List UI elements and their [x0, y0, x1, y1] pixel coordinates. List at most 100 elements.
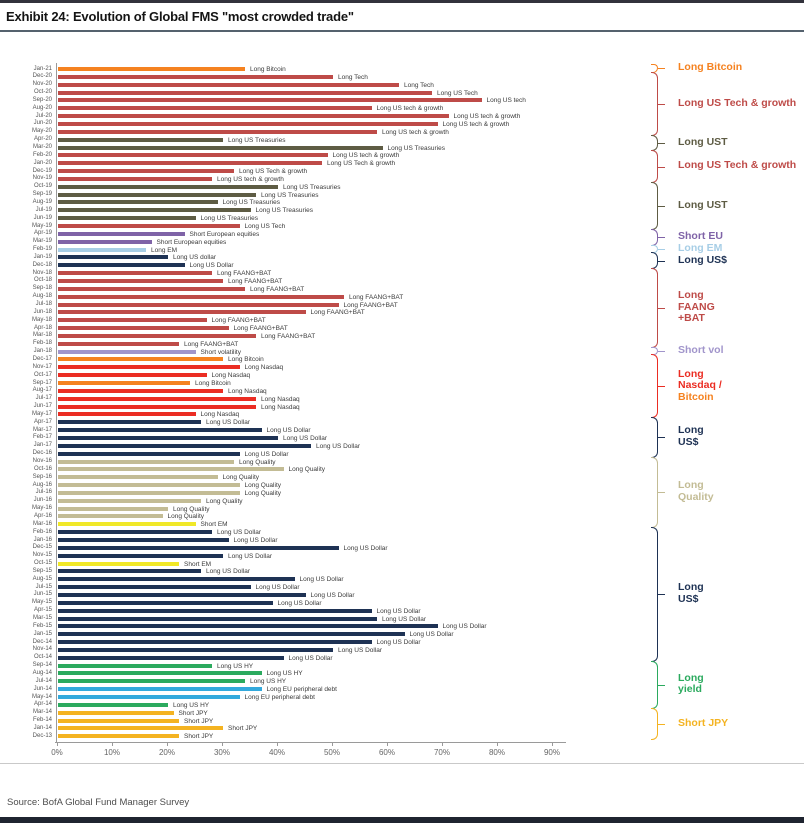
bracket-top-hook	[651, 707, 658, 724]
legend-bracket	[651, 71, 665, 136]
bar-value-label: Long Nasdaq	[244, 364, 284, 372]
y-axis-date-label: Jun-20	[33, 120, 52, 127]
y-axis-date-label: Apr-18	[33, 324, 52, 331]
legend-label-line: Short EU	[678, 229, 723, 242]
x-axis-tick-label: 80%	[488, 748, 505, 758]
x-axis-tick	[332, 743, 333, 747]
bar-mar-18	[58, 333, 256, 338]
bracket-mid-tick	[658, 142, 665, 144]
bracket-top-hook	[651, 134, 658, 143]
bar-value-label: Long FAANG+BAT	[310, 309, 365, 317]
legend-label-line: Long EM	[678, 241, 723, 254]
bar-may-16	[58, 506, 168, 511]
x-axis-tick-label: 10%	[103, 748, 120, 758]
bar-jul-15	[58, 585, 251, 590]
legend-bracket	[651, 134, 665, 152]
bar-value-label: Long Nasdaq	[211, 372, 251, 380]
y-axis-date-label: Dec-14	[32, 638, 52, 645]
bar-value-label: Long US Treasuries	[200, 215, 258, 223]
legend-label-line: Long	[678, 581, 704, 594]
bar-value-label: Long Bitcoin	[228, 356, 264, 364]
bracket-bottom-hook	[651, 437, 658, 458]
y-axis-date-label: Jul-17	[35, 395, 52, 402]
bar-may-19	[58, 224, 240, 228]
y-axis-date-label: Jul-16	[35, 489, 52, 496]
bar-oct-16	[58, 467, 284, 472]
bar-value-label: Long US Tech & growth	[239, 168, 308, 176]
bar-jan-18	[58, 349, 196, 354]
bar-aug-20	[58, 106, 372, 111]
bracket-top-hook	[651, 527, 658, 595]
bar-dec-18	[58, 263, 185, 268]
y-axis-date-label: Mar-20	[32, 144, 52, 150]
legend-label: Long Nasdaq / Bitcoin	[678, 367, 722, 404]
bar-nov-19	[58, 176, 212, 181]
y-axis-date-label: Jun-17	[33, 403, 52, 410]
y-axis-date-label: Nov-15	[32, 552, 52, 559]
bar-jun-16	[58, 498, 201, 503]
legend-label-line: Long	[678, 367, 704, 380]
bracket-mid-tick	[658, 351, 665, 353]
legend-label-line: US$	[678, 592, 699, 605]
legend-label-line: Short vol	[678, 343, 724, 356]
bar-value-label: Long US Dollar	[382, 615, 427, 623]
y-axis-date-label: Mar-19	[32, 238, 52, 245]
bar-value-label: Long US Dollar	[288, 654, 333, 662]
y-axis-date-label: Nov-20	[32, 81, 52, 88]
bracket-top-hook	[651, 417, 658, 438]
y-axis-date-label: Oct-17	[33, 371, 52, 378]
legend-label-line: Short JPY	[678, 716, 729, 729]
bar-apr-16	[58, 514, 163, 519]
y-axis-date-label: Jun-18	[33, 308, 52, 315]
legend-label: Short vol	[678, 343, 724, 357]
y-axis-date-label: Oct-19	[33, 183, 52, 190]
y-axis-date-label: Sep-16	[32, 473, 52, 480]
bar-oct-17	[58, 373, 207, 378]
bar-value-label: Long US Tech	[437, 89, 478, 97]
bar-value-label: Long US HY	[217, 662, 254, 670]
y-axis-date-label: Jun-19	[33, 214, 52, 221]
x-axis-tick-label: 30%	[213, 748, 230, 758]
bar-value-label: Long US Treasuries	[261, 191, 319, 199]
y-axis-date-label: Feb-17	[32, 434, 52, 441]
bar-may-15	[58, 600, 273, 605]
bar-value-label: Long Quality	[206, 497, 243, 505]
bar-value-label: Long FAANG+BAT	[228, 277, 283, 285]
title-divider	[0, 30, 804, 32]
bar-aug-14	[58, 671, 262, 676]
bar-feb-14	[58, 718, 179, 723]
bar-value-label: Long US tech	[486, 97, 526, 105]
bar-oct-20	[58, 90, 432, 95]
x-axis-tick	[277, 743, 278, 747]
bracket-mid-tick	[658, 205, 665, 207]
bar-jan-16	[58, 538, 229, 542]
y-axis-date-label: Nov-19	[32, 175, 52, 182]
bar-jun-15	[58, 592, 306, 597]
y-axis-date-label: Mar-16	[32, 520, 52, 527]
legend-label-line: Long US Tech & growth	[678, 96, 797, 109]
bracket-mid-tick	[658, 492, 665, 494]
bar-value-label: Long US tech & growth	[332, 152, 400, 160]
bracket-top-hook	[651, 354, 658, 387]
y-axis-date-label: Mar-18	[32, 332, 52, 339]
bar-value-label: Long Bitcoin	[195, 380, 231, 387]
bar-value-label: Long US Treasuries	[283, 183, 341, 191]
legend-label: Long Bitcoin	[678, 62, 742, 74]
y-axis-date-label: Jan-20	[33, 159, 52, 166]
bar-value-label: Long US Dollar	[217, 529, 262, 537]
y-axis-date-label: Jun-15	[33, 591, 52, 598]
bar-oct-19	[58, 184, 278, 189]
bar-mar-19	[58, 239, 152, 244]
y-axis-date-label: Jan-18	[33, 348, 52, 355]
bar-nov-18	[58, 271, 212, 276]
bar-value-label: Long US tech & growth	[453, 113, 521, 121]
bar-value-label: Short JPY	[228, 725, 258, 733]
crowded-trade-bar-chart: 0% 10% 20% 30% 40% 50% 60% 70% 80% 90% Jan-21 Long …	[32, 62, 797, 758]
bracket-top-hook	[651, 660, 658, 685]
bar-value-label: Long FAANG+BAT	[261, 332, 316, 340]
bar-jul-14	[58, 679, 245, 684]
y-axis-date-label: Oct-20	[33, 89, 52, 96]
bar-mar-14	[58, 710, 174, 715]
legend-bracket	[651, 268, 665, 348]
bar-dec-14	[58, 640, 372, 645]
